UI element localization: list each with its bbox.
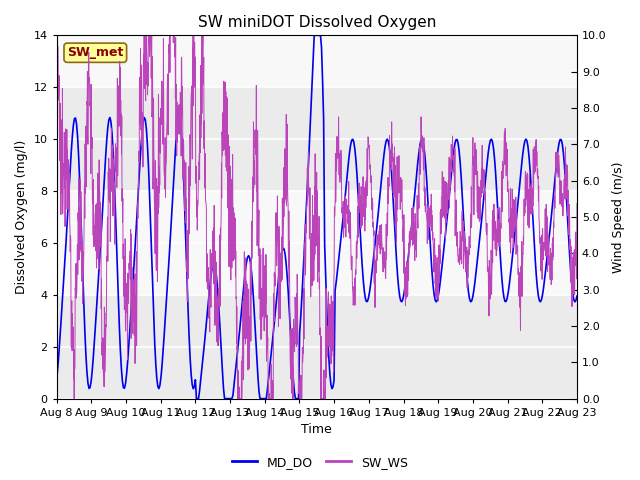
Title: SW miniDOT Dissolved Oxygen: SW miniDOT Dissolved Oxygen (198, 15, 436, 30)
Bar (57, 295, 577, 398)
X-axis label: Time: Time (301, 423, 332, 436)
Y-axis label: Wind Speed (m/s): Wind Speed (m/s) (612, 161, 625, 273)
Bar (57, 36, 577, 87)
Bar (57, 191, 577, 295)
Text: SW_met: SW_met (67, 46, 124, 59)
Bar (57, 87, 577, 191)
Y-axis label: Dissolved Oxygen (mg/l): Dissolved Oxygen (mg/l) (15, 140, 28, 294)
Legend: MD_DO, SW_WS: MD_DO, SW_WS (227, 451, 413, 474)
